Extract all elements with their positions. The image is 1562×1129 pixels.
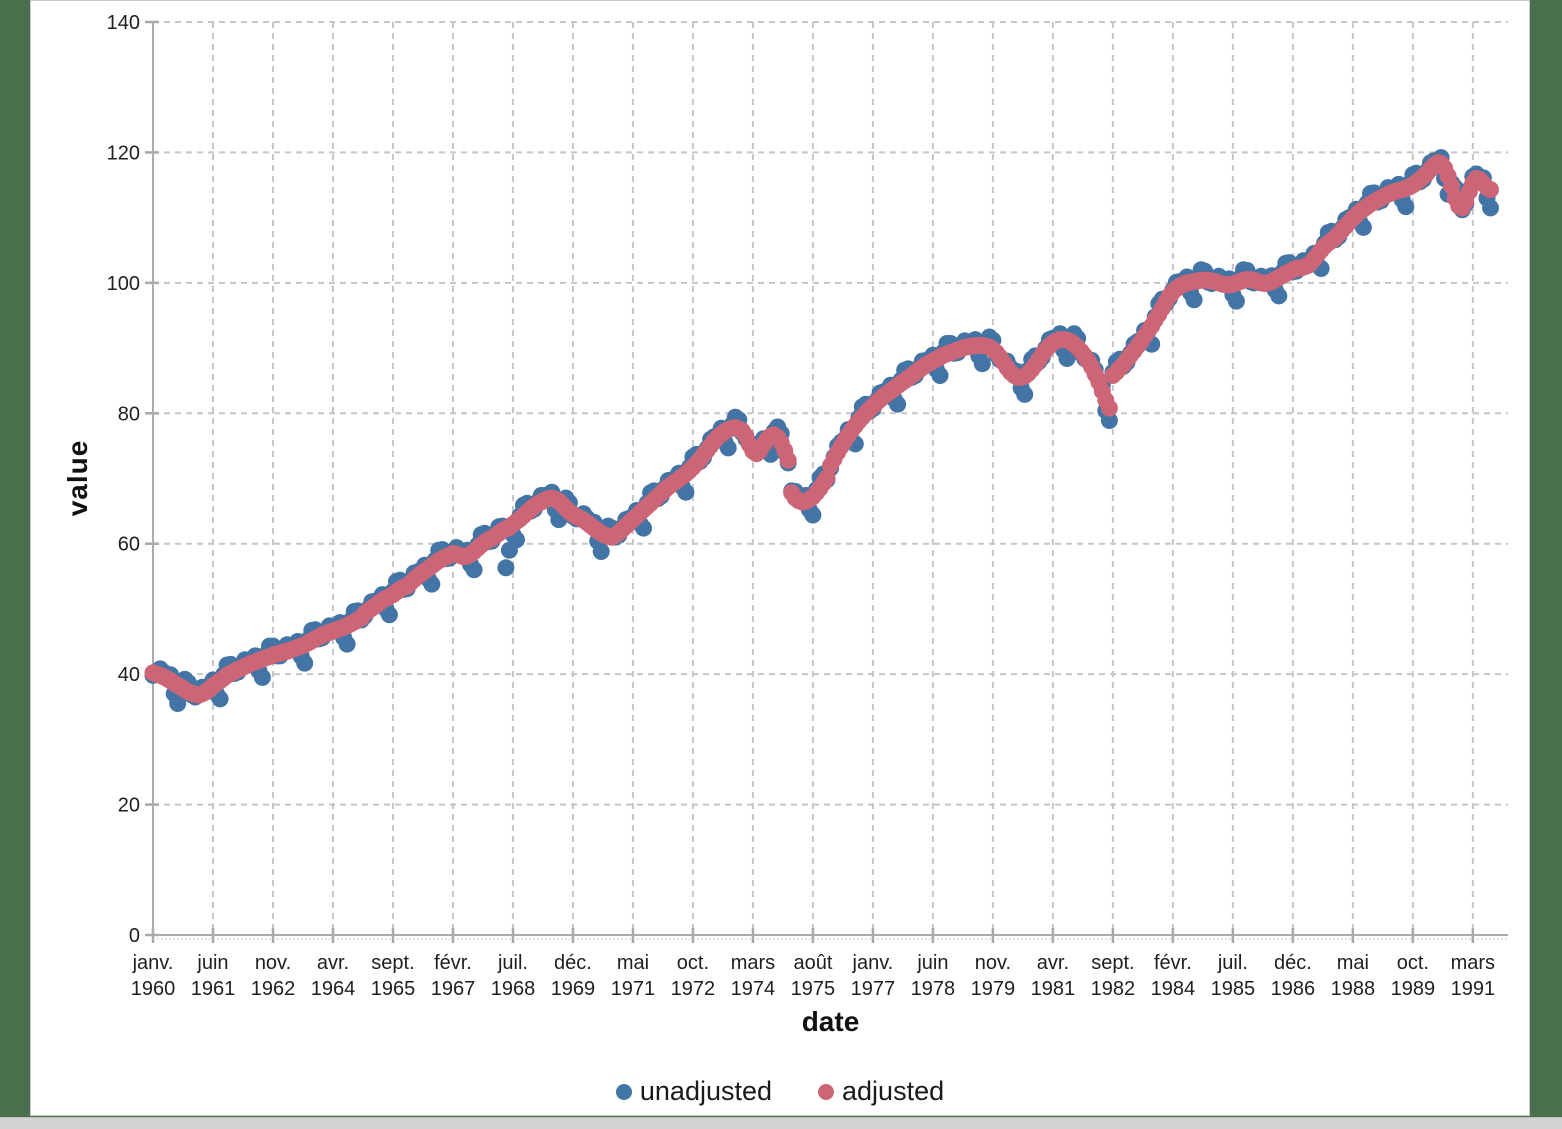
unadjusted-series-swatch-icon bbox=[615, 1083, 632, 1100]
x-tick-label-year: 1972 bbox=[671, 978, 716, 1000]
data-point-unadjusted bbox=[973, 355, 991, 373]
data-point-adjusted bbox=[1482, 181, 1499, 199]
x-tick-label-year: 1982 bbox=[1091, 978, 1136, 1000]
data-point-unadjusted bbox=[1397, 198, 1415, 216]
data-point-unadjusted bbox=[296, 654, 314, 672]
data-point-unadjusted bbox=[1016, 385, 1034, 403]
x-tick-label-year: 1968 bbox=[491, 978, 536, 1000]
data-point-unadjusted bbox=[423, 575, 441, 593]
axis-tick-labels: 0 20 40 60 80 100 120 140 janv. 1960 juin 1961 nov. 1… bbox=[107, 12, 1495, 1000]
legend-item-adjusted: adjusted bbox=[818, 1076, 944, 1107]
data-point-unadjusted bbox=[497, 559, 515, 577]
axes bbox=[145, 20, 1508, 943]
x-tick-label-year: 1984 bbox=[1151, 978, 1196, 1000]
data-point-unadjusted bbox=[1227, 292, 1245, 310]
x-tick-label-year: 1986 bbox=[1271, 978, 1316, 1000]
data-point-unadjusted bbox=[592, 543, 610, 560]
data-point-adjusted bbox=[779, 451, 797, 469]
data-point-unadjusted bbox=[338, 635, 356, 653]
data-point-unadjusted bbox=[169, 695, 187, 712]
x-tick-label-month: janv. bbox=[852, 952, 894, 974]
data-point-unadjusted bbox=[889, 395, 907, 413]
x-tick-label-month: sept. bbox=[371, 952, 414, 974]
x-tick-label-year: 1981 bbox=[1031, 978, 1076, 1000]
data-point-unadjusted bbox=[1482, 199, 1499, 217]
y-tick-label: 40 bbox=[118, 664, 140, 686]
x-tick-label-year: 1989 bbox=[1391, 978, 1436, 1000]
y-axis-title: value bbox=[62, 439, 93, 517]
chart-panel bbox=[30, 0, 1530, 1116]
x-tick-label-year: 1985 bbox=[1211, 978, 1256, 1000]
x-tick-label-year: 1961 bbox=[191, 978, 236, 1000]
data-point-unadjusted bbox=[1270, 287, 1288, 305]
x-tick-label-month: déc. bbox=[554, 952, 592, 974]
x-tick-label-month: nov. bbox=[975, 952, 1011, 974]
data-point-adjusted bbox=[1100, 399, 1118, 417]
x-tick-label-year: 1979 bbox=[971, 978, 1016, 1000]
x-tick-label-month: juin bbox=[196, 952, 228, 974]
data-point-unadjusted bbox=[719, 439, 737, 457]
x-tick-label-year: 1965 bbox=[371, 978, 416, 1000]
y-tick-label: 140 bbox=[107, 12, 140, 34]
x-tick-label-year: 1962 bbox=[251, 978, 296, 1000]
data-point-unadjusted bbox=[1100, 412, 1118, 429]
data-point-unadjusted bbox=[253, 668, 271, 686]
x-tick-label-month: mai bbox=[1337, 952, 1369, 974]
data-point-unadjusted bbox=[1185, 291, 1203, 309]
x-tick-label-year: 1978 bbox=[911, 978, 956, 1000]
x-tick-label-month: mai bbox=[617, 952, 649, 974]
y-tick-label: 80 bbox=[118, 403, 140, 425]
data-point-unadjusted bbox=[380, 606, 398, 624]
legend-label-adjusted: adjusted bbox=[842, 1076, 945, 1106]
data-point-unadjusted bbox=[508, 531, 525, 549]
x-tick-label-month: mars bbox=[1451, 952, 1495, 974]
x-tick-label-month: août bbox=[793, 952, 832, 974]
x-tick-label-year: 1974 bbox=[731, 978, 776, 1000]
y-tick-label: 100 bbox=[107, 273, 140, 295]
x-tick-label-month: avr. bbox=[1037, 952, 1069, 974]
y-tick-label: 60 bbox=[118, 534, 140, 556]
x-tick-label-month: févr. bbox=[434, 952, 472, 974]
x-tick-label-year: 1971 bbox=[611, 978, 656, 1000]
window-bottom-bar bbox=[0, 1117, 1562, 1129]
x-tick-label-year: 1960 bbox=[131, 978, 176, 1000]
x-tick-label-year: 1964 bbox=[311, 978, 356, 1000]
x-tick-label-month: févr. bbox=[1154, 952, 1192, 974]
adjusted-series bbox=[144, 154, 1499, 704]
x-tick-label-year: 1977 bbox=[851, 978, 896, 1000]
data-point-unadjusted bbox=[465, 561, 483, 579]
x-tick-label-month: juil. bbox=[497, 952, 528, 974]
y-tick-label: 20 bbox=[118, 795, 140, 817]
y-tick-label: 120 bbox=[107, 142, 140, 164]
x-tick-label-month: juil. bbox=[1217, 952, 1248, 974]
x-tick-label-month: janv. bbox=[132, 952, 174, 974]
data-point-unadjusted bbox=[677, 483, 695, 501]
x-tick-label-month: avr. bbox=[317, 952, 349, 974]
x-tick-label-month: nov. bbox=[255, 952, 291, 974]
x-tick-label-month: mars bbox=[731, 952, 775, 974]
legend-label-unadjusted: unadjusted bbox=[639, 1076, 773, 1106]
data-point-unadjusted bbox=[1058, 350, 1076, 367]
x-tick-label-month: juin bbox=[916, 952, 948, 974]
x-tick-label-year: 1975 bbox=[791, 978, 836, 1000]
data-point-unadjusted bbox=[931, 367, 949, 384]
x-tick-label-month: oct. bbox=[677, 952, 709, 974]
adjusted-series-swatch-icon bbox=[818, 1083, 835, 1100]
legend-item-unadjusted: unadjusted bbox=[615, 1076, 773, 1107]
x-axis-title: date bbox=[801, 1006, 860, 1037]
x-tick-label-month: sept. bbox=[1091, 952, 1134, 974]
y-tick-label: 0 bbox=[129, 925, 140, 947]
chart-legend: unadjusted adjusted bbox=[30, 1076, 1530, 1107]
x-tick-label-month: oct. bbox=[1397, 952, 1429, 974]
x-tick-label-year: 1991 bbox=[1451, 978, 1496, 1000]
x-tick-label-year: 1967 bbox=[431, 978, 476, 1000]
x-tick-label-month: déc. bbox=[1274, 952, 1312, 974]
x-tick-label-year: 1969 bbox=[551, 978, 596, 1000]
x-tick-label-year: 1988 bbox=[1331, 978, 1376, 1000]
data-point-unadjusted bbox=[804, 506, 822, 524]
